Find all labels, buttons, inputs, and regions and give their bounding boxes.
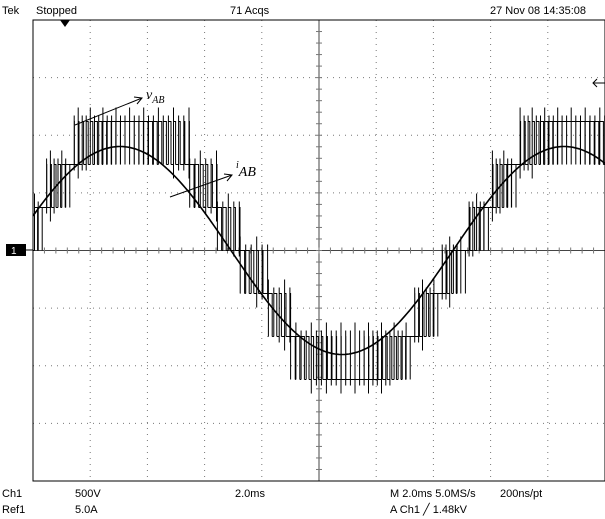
footer-text: 200ns/pt (500, 488, 542, 500)
status: Stopped (36, 5, 77, 17)
i-subscript: AB (238, 165, 257, 180)
footer-text: Ch1 (2, 488, 22, 500)
footer-text: 500V (75, 488, 101, 500)
timestamp: 27 Nov 08 14:35:08 (490, 5, 586, 17)
footer-text: 2.0ms (235, 488, 265, 500)
acquisitions: 71 Acqs (230, 5, 270, 17)
brand: Tek (2, 5, 20, 17)
footer-text: Ref1 (2, 504, 25, 516)
footer-text: M 2.0ms 5.0MS/s (390, 488, 476, 500)
channel-marker-label: 1 (11, 246, 17, 257)
v-subscript: AB (151, 95, 164, 106)
scope-screen: 1 vAB iAB Tek Stopped 71 Acqs 27 Nov 08 … (0, 0, 605, 519)
footer-text: 5.0A (75, 504, 98, 516)
footer-text: A Ch1 ╱ 1.48kV (390, 502, 468, 516)
background (0, 0, 605, 519)
